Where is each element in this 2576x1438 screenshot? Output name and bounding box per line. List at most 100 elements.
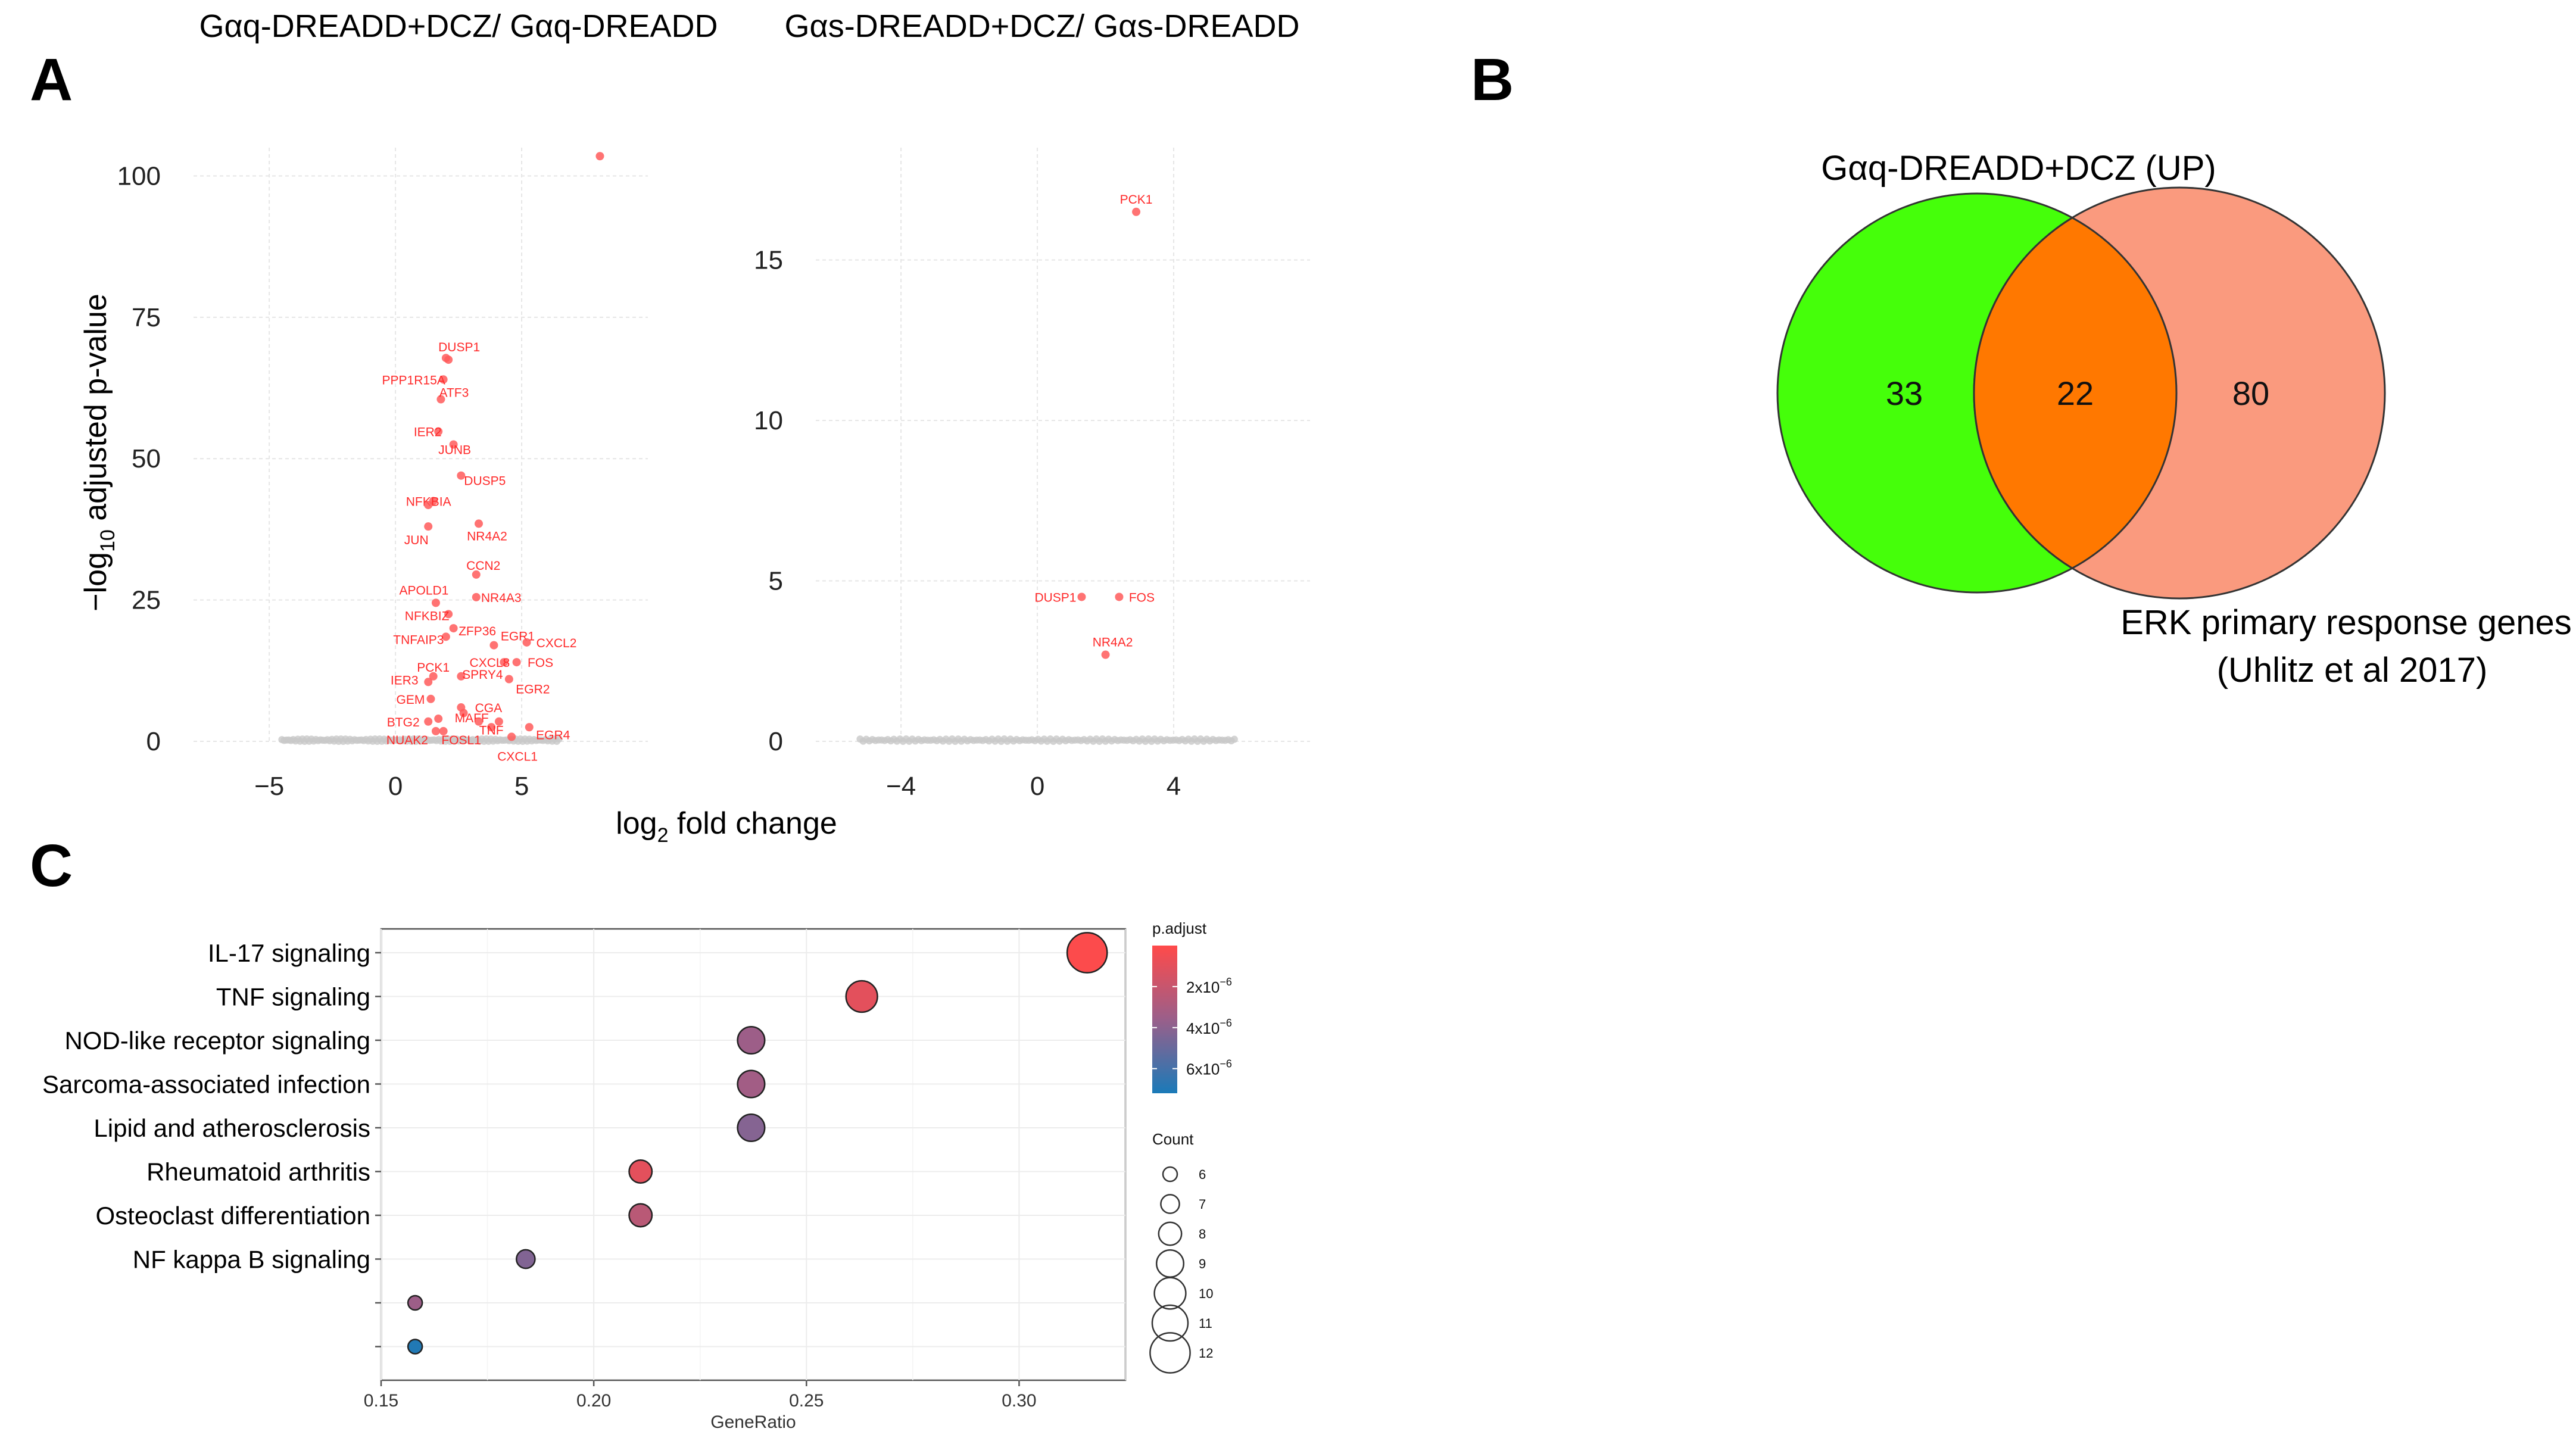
sig-point <box>449 440 458 449</box>
dotplot-x-axis-label: GeneRatio <box>710 1412 796 1432</box>
legend-count-circle <box>1153 1277 1187 1310</box>
pathway-dot <box>407 1339 423 1355</box>
sig-point <box>436 395 445 404</box>
venn-count-both: 22 <box>2057 375 2094 412</box>
sig-point <box>522 638 531 647</box>
pathway-label: Rheumatoid arthritis <box>146 1158 370 1186</box>
sig-point <box>449 624 458 633</box>
pathway-dot <box>737 1113 766 1143</box>
ns-point <box>555 735 563 743</box>
gene-label: CXCL8 <box>470 656 510 670</box>
gene-label: DUSP1 <box>1034 591 1076 604</box>
gene-label: DUSP1 <box>438 341 480 354</box>
sig-point <box>424 678 433 687</box>
legend-count-circle <box>1162 1166 1178 1183</box>
sig-point <box>441 632 450 641</box>
sig-point <box>457 471 466 480</box>
sig-point <box>1101 650 1110 659</box>
gene-label: CXCL2 <box>537 637 577 650</box>
x-tick-label: 0.20 <box>576 1391 611 1411</box>
legend-padjust-title: p.adjust <box>1152 919 1207 937</box>
pathway-dot <box>407 1294 423 1311</box>
legend-count-circle <box>1158 1221 1183 1246</box>
sig-point <box>424 501 433 510</box>
legend-count-label: 8 <box>1199 1227 1206 1242</box>
legend-count-label: 6 <box>1199 1167 1206 1182</box>
legend-count-circle <box>1149 1332 1191 1374</box>
pathway-label: TNF signaling <box>216 983 370 1011</box>
y-tick-label: 0 <box>769 727 783 756</box>
sig-point <box>431 726 440 735</box>
y-tick-label: 25 <box>132 586 161 615</box>
gene-label: EGR2 <box>516 683 550 697</box>
legend-count-title: Count <box>1152 1130 1194 1148</box>
venn-label-b-citation: (Uhlitz et al 2017) <box>2217 651 2488 690</box>
gene-label: ATF3 <box>439 386 469 400</box>
gene-label: PCK1 <box>1120 193 1153 207</box>
sig-point <box>1132 207 1141 216</box>
y-tick-label: 0 <box>146 727 161 756</box>
panel-letter-c: C <box>30 832 73 899</box>
sig-point <box>507 732 516 741</box>
pathway-dot <box>628 1159 653 1184</box>
legend-count-label: 9 <box>1199 1256 1206 1271</box>
volcano-gs-title: Gαs-DREADD+DCZ/ Gαs-DREADD <box>785 8 1300 44</box>
gene-label: DUSP5 <box>464 475 506 488</box>
sig-point <box>1077 592 1086 601</box>
venn-overlap <box>1973 216 2178 570</box>
sig-point <box>474 717 483 726</box>
sig-point <box>504 675 513 684</box>
gene-label: SPRY4 <box>462 668 503 682</box>
sig-point <box>500 658 509 667</box>
x-tick-label: 0.15 <box>364 1391 398 1411</box>
sig-point <box>431 598 440 607</box>
gene-label: EGR4 <box>536 728 570 742</box>
panel-letter-a: A <box>30 46 73 113</box>
x-tick-label: 0 <box>388 772 403 801</box>
venn-diagram: 33 22 80 Gαq-DREADD+DCZ (UP) ERK primary… <box>1776 149 2572 690</box>
volcano-gq-title: Gαq-DREADD+DCZ/ Gαq-DREADD <box>199 8 718 44</box>
gene-label: CGA <box>475 701 503 715</box>
gene-label: FOS <box>1129 591 1155 604</box>
gene-label: NR4A2 <box>1093 635 1133 649</box>
volcano-gs-plot: −4 0 4 0 5 10 15 PCK1 DUSP1 FOS NR4A2 <box>754 148 1310 801</box>
sig-point <box>472 570 481 579</box>
sig-point <box>472 592 481 601</box>
pathway-label: IL-17 signaling <box>208 939 370 967</box>
venn-count-b-only: 80 <box>2232 375 2269 412</box>
gene-label: PCK1 <box>417 661 450 675</box>
pathway-dot <box>845 980 878 1013</box>
legend-padjust-colorbar <box>1152 946 1177 1093</box>
sig-point <box>426 694 435 703</box>
pathway-dot <box>737 1069 766 1099</box>
x-tick-label: 4 <box>1167 772 1181 801</box>
volcano-x-axis-label: log2 fold change <box>616 806 837 847</box>
gene-label: BTG2 <box>387 716 420 729</box>
x-tick-label: 0.25 <box>789 1391 824 1411</box>
sig-point <box>441 354 450 363</box>
sig-point <box>489 641 498 650</box>
x-tick-label: −5 <box>254 772 284 801</box>
x-tick-label: 0.30 <box>1002 1391 1036 1411</box>
sig-point <box>434 427 443 436</box>
pathway-dot <box>737 1025 766 1055</box>
sig-point <box>424 717 433 726</box>
pathway-label: Lipid and atherosclerosis <box>93 1114 370 1142</box>
pathway-label: Sarcoma-associated infection <box>42 1071 370 1099</box>
gene-label: FOSL1 <box>441 734 481 747</box>
y-tick-label: 100 <box>117 161 161 191</box>
sig-point <box>457 672 466 681</box>
gene-label: NFKBIZ <box>405 609 450 623</box>
pathway-label: Osteoclast differentiation <box>96 1202 371 1230</box>
kegg-dotplot: IL-17 signaling TNF signaling NOD-like rec… <box>42 919 1232 1432</box>
pathway-label: NF kappa B signaling <box>133 1246 370 1274</box>
legend-padjust-label: 2x10−6 <box>1186 976 1232 996</box>
legend-count-label: 12 <box>1199 1346 1213 1361</box>
sig-point <box>444 610 453 619</box>
gene-label: GEM <box>397 693 425 707</box>
volcano-gq-plot: −5 0 50255075100DUSP1PPP1R15AATF3IER2JUNBD… <box>117 148 648 801</box>
sig-point <box>525 723 534 732</box>
y-tick-label: 75 <box>132 303 161 332</box>
gene-label: NUAK2 <box>386 734 428 747</box>
gene-label: IER2 <box>414 426 442 439</box>
